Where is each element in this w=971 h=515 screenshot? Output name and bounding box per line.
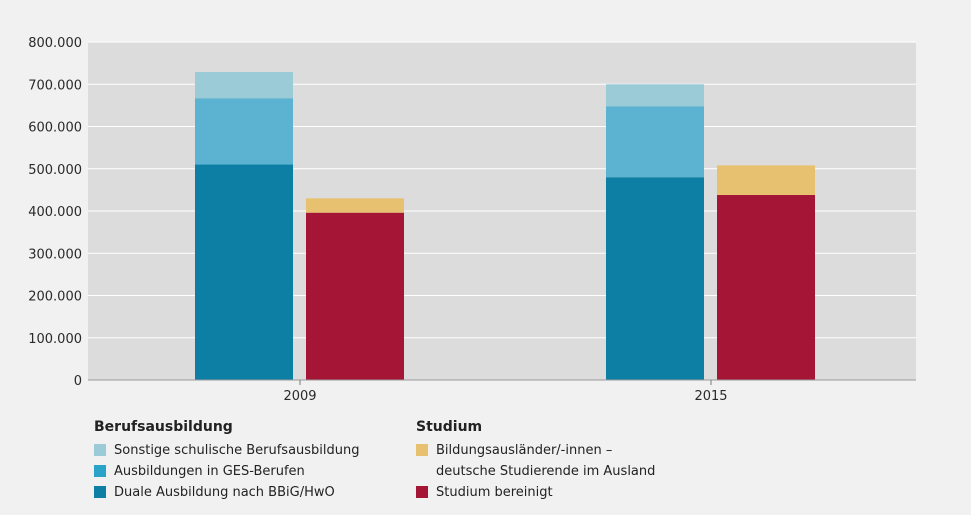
bar-segment-2015-0-1	[606, 106, 704, 178]
legend-label: Sonstige schulische Berufsausbildung	[114, 443, 360, 458]
legend-swatch	[94, 486, 106, 498]
legend-label-line1: Bildungsausländer/-innen –	[436, 443, 613, 458]
bar-segment-2009-0-0	[195, 164, 293, 380]
bar-segment-2015-0-0	[606, 177, 704, 380]
legend-item-ges: Ausbildungen in GES-Berufen	[94, 461, 360, 482]
legend-swatch	[416, 486, 428, 498]
bar-chart: 0 100.000 200.000 300.000 400.000 500.000 600.…	[28, 36, 916, 404]
bars	[195, 71, 815, 380]
bar-segment-2015-1-1	[717, 165, 815, 195]
bar-segment-2009-1-1	[306, 198, 404, 213]
legend-label-line2: deutsche Studierende im Ausland	[436, 464, 656, 479]
bar-segment-2015-0-2	[606, 84, 704, 107]
legend-item-duale: Duale Ausbildung nach BBiG/HwO	[94, 482, 360, 503]
y-tick-label: 600.000	[28, 121, 82, 136]
legend-label: Bildungsausländer/-innen – deutsche Stud…	[436, 440, 655, 482]
bar-segment-2015-1-0	[717, 194, 815, 380]
legend-item-sonstige: Sonstige schulische Berufsausbildung	[94, 440, 360, 461]
y-axis-ticks: 0 100.000 200.000 300.000 400.000 500.000 600.…	[28, 36, 82, 389]
legend-group-studium: Studium Bildungsausländer/-innen – deuts…	[416, 418, 655, 503]
legend-label: Ausbildungen in GES-Berufen	[114, 464, 305, 479]
x-tick-label-2009: 2009	[283, 389, 316, 404]
legend-title-studium: Studium	[416, 419, 483, 435]
bar-segment-2009-1-0	[306, 212, 404, 380]
legend-label: Duale Ausbildung nach BBiG/HwO	[114, 485, 335, 500]
y-tick-label: 200.000	[28, 290, 82, 305]
x-tick-label-2015: 2015	[694, 389, 727, 404]
bar-segment-2009-0-2	[195, 71, 293, 99]
bar-segment-2009-0-1	[195, 98, 293, 165]
legend-title-berufsausbildung: Berufsausbildung	[94, 419, 233, 435]
x-axis-ticks: 2009 2015	[283, 380, 728, 404]
y-tick-label: 800.000	[28, 36, 82, 51]
legend-group-berufsausbildung: Berufsausbildung Sonstige schulische Ber…	[94, 418, 360, 503]
legend-swatch	[94, 444, 106, 456]
y-tick-label: 0	[74, 374, 82, 389]
legend: Berufsausbildung Sonstige schulische Ber…	[94, 418, 954, 512]
y-tick-label: 500.000	[28, 163, 82, 178]
legend-swatch	[94, 465, 106, 477]
y-tick-label: 400.000	[28, 205, 82, 220]
y-tick-label: 700.000	[28, 78, 82, 93]
y-tick-label: 300.000	[28, 247, 82, 262]
y-tick-label: 100.000	[28, 332, 82, 347]
legend-label: Studium bereinigt	[436, 485, 553, 500]
legend-swatch	[416, 444, 428, 456]
legend-item-bildungsauslaender: Bildungsausländer/-innen – deutsche Stud…	[416, 440, 655, 482]
legend-item-studium-bereinigt: Studium bereinigt	[416, 482, 655, 503]
